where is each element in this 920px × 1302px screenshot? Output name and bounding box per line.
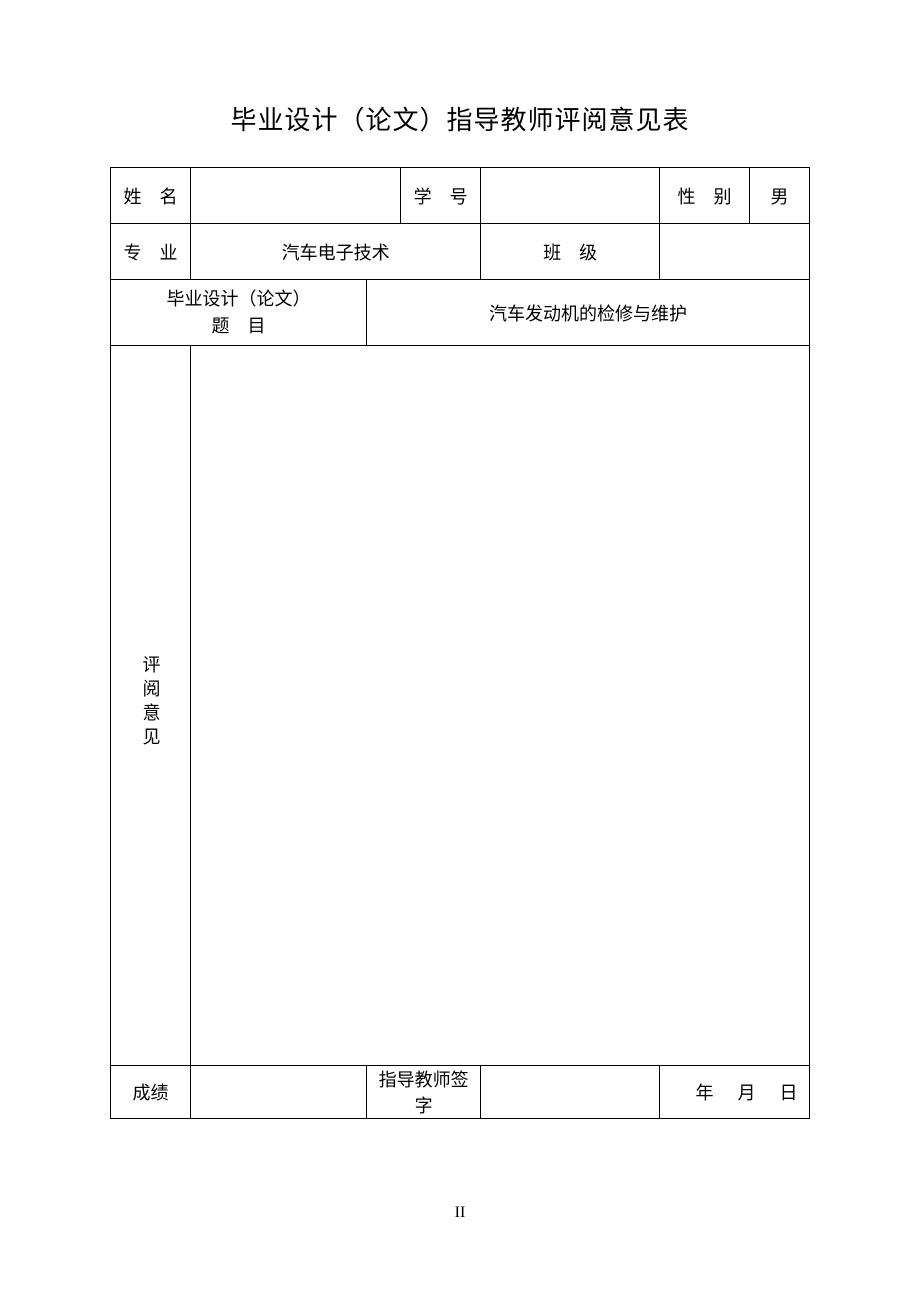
evaluation-form-table: 姓 名 学 号 性 别 男 专 业 汽车电子技术 班 级 毕业设计（论文） 题 … [110,167,810,1119]
label-thesis-title-line2: 题 目 [115,313,362,340]
value-grade [191,1066,367,1119]
label-day: 日 [780,1083,798,1103]
value-major: 汽车电子技术 [191,224,481,280]
label-grade: 成绩 [111,1066,191,1119]
label-thesis-title-line1: 毕业设计（论文） [115,286,362,313]
label-thesis-title: 毕业设计（论文） 题 目 [111,280,367,346]
table-row: 评阅意见 [111,346,810,1066]
value-name [191,168,401,224]
label-advisor-signature: 指导教师签字 [367,1066,481,1119]
value-class [659,224,809,280]
table-row: 毕业设计（论文） 题 目 汽车发动机的检修与维护 [111,280,810,346]
table-row: 成绩 指导教师签字 年 月 日 [111,1066,810,1119]
value-gender: 男 [750,168,810,224]
label-class: 班 级 [481,224,660,280]
label-gender: 性 别 [660,168,750,224]
label-name: 姓 名 [111,168,191,224]
label-major: 专 业 [111,224,191,280]
page-title: 毕业设计（论文）指导教师评阅意见表 [110,100,810,137]
table-row: 姓 名 学 号 性 别 男 [111,168,810,224]
label-year: 年 [696,1083,714,1103]
label-student-id: 学 号 [401,168,481,224]
table-row: 专 业 汽车电子技术 班 级 [111,224,810,280]
value-review-opinion [191,346,810,1066]
label-month: 月 [738,1083,756,1103]
value-advisor-signature [481,1066,660,1119]
page-number: II [0,1204,920,1222]
label-review-opinion: 评阅意见 [111,346,191,1066]
value-student-id [481,168,660,224]
value-thesis-title: 汽车发动机的检修与维护 [367,280,810,346]
date-field: 年月日 [660,1066,810,1119]
